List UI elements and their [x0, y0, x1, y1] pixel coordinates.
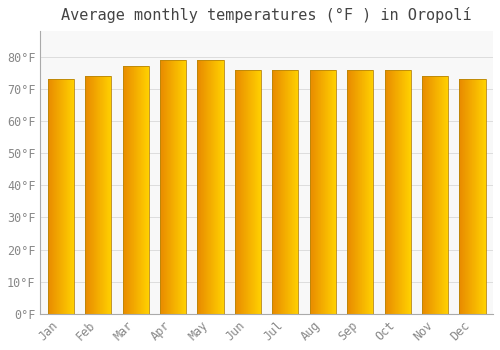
Bar [160, 60, 186, 314]
Bar [422, 76, 448, 314]
Title: Average monthly temperatures (°F ) in Oropolí: Average monthly temperatures (°F ) in Or… [62, 7, 472, 23]
Bar [272, 70, 298, 314]
Bar [122, 66, 149, 314]
Bar [347, 70, 374, 314]
Bar [85, 76, 112, 314]
Bar [235, 70, 261, 314]
Bar [48, 79, 74, 314]
Bar [198, 60, 224, 314]
Bar [384, 70, 410, 314]
Bar [460, 79, 485, 314]
Bar [310, 70, 336, 314]
